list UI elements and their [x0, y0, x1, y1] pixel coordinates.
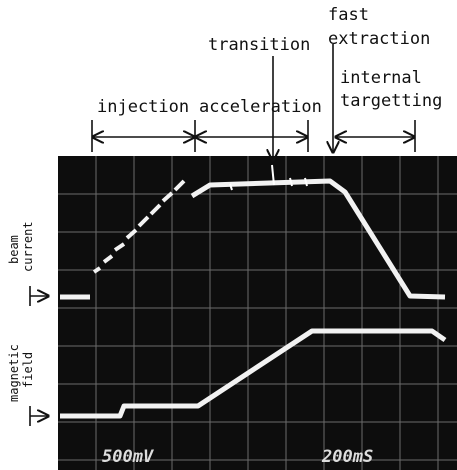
label-magnetic: magnetic — [7, 344, 21, 402]
label-transition: transition — [208, 35, 310, 55]
label-injection: injection — [97, 97, 189, 117]
beam-current-label: beam current — [7, 221, 35, 272]
label-beam: beam — [7, 235, 21, 264]
label-acceleration: acceleration — [199, 97, 322, 117]
label-internal: internal — [340, 68, 422, 88]
label-current: current — [21, 221, 35, 272]
scope-screen — [58, 156, 457, 470]
label-extraction: extraction — [328, 29, 430, 49]
figure: injection acceleration transition fast e… — [0, 0, 457, 470]
magnetic-field-label: magnetic field — [7, 344, 35, 402]
label-targetting: targetting — [340, 91, 442, 111]
label-fast: fast — [328, 5, 369, 25]
readout-time: 200mS — [321, 447, 373, 467]
beam-pointer — [30, 286, 48, 306]
label-field: field — [21, 352, 35, 388]
field-pointer — [30, 406, 48, 426]
readout-volts: 500mV — [102, 447, 154, 467]
page: injection acceleration transition fast e… — [0, 0, 457, 470]
